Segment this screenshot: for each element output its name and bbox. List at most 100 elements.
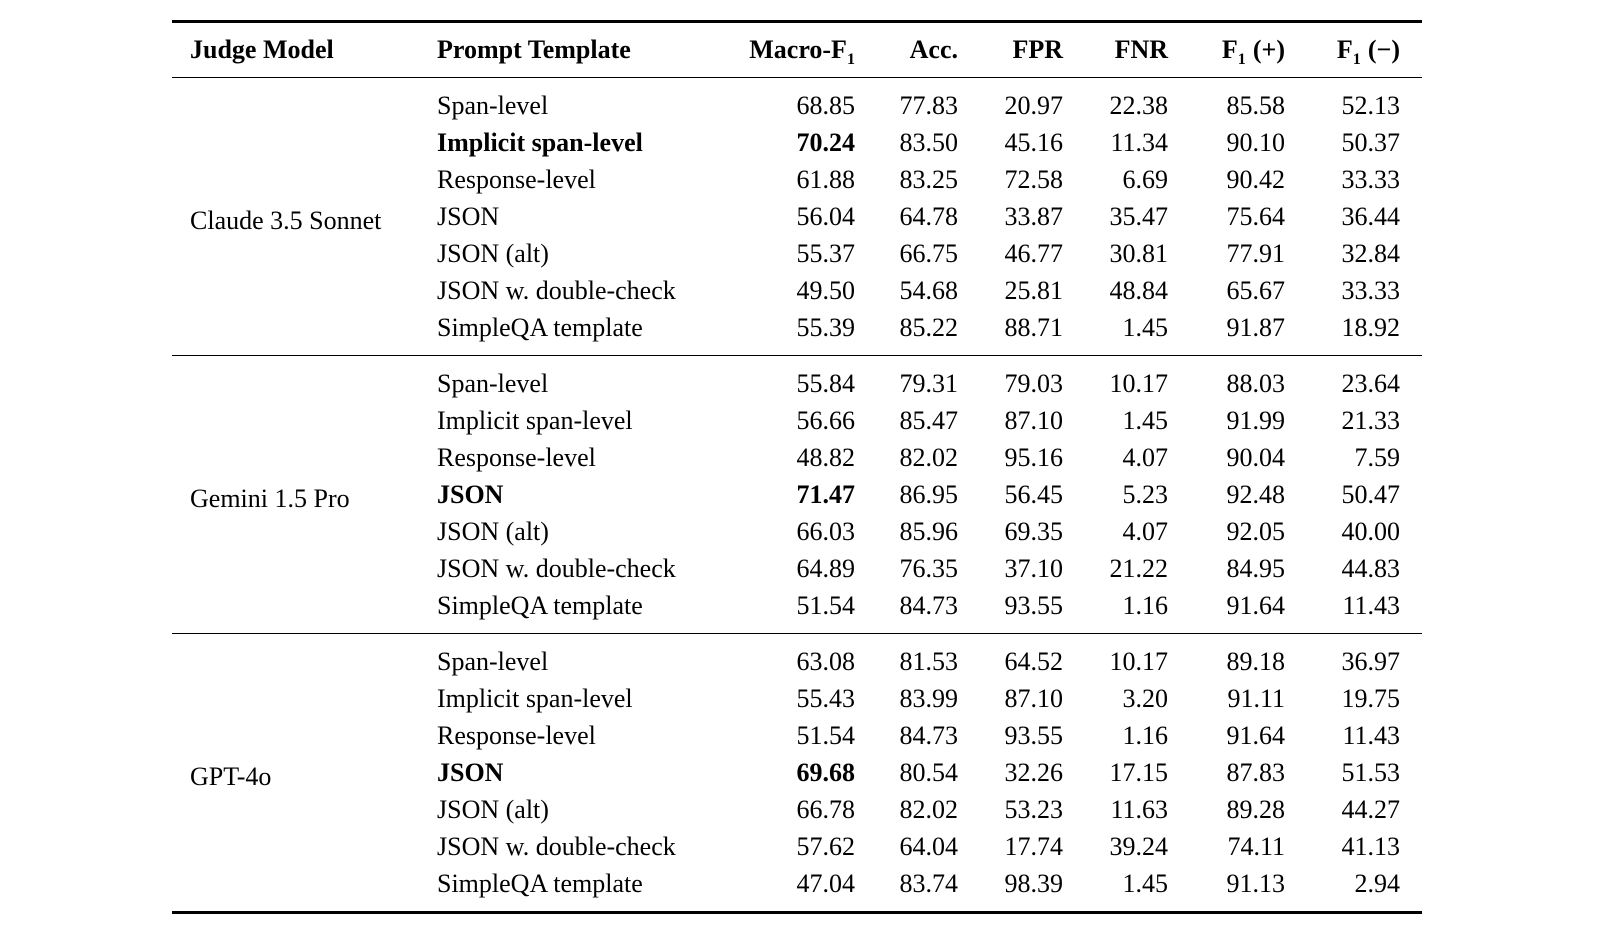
acc-cell: 79.31 [899, 368, 959, 398]
table-row: SimpleQA template 47.04 83.74 98.39 1.45… [172, 865, 1422, 913]
fnr-cell: 17.15 [1109, 757, 1169, 787]
f1-negative-cell: 52.13 [1341, 90, 1401, 120]
col-header-prompt-template: Prompt Template [437, 21, 735, 78]
results-table: Judge Model Prompt Template Macro-F1 Acc… [172, 20, 1422, 914]
group-gemini-1-5-pro: Gemini 1.5 Pro Span-level 55.84 79.31 79… [172, 355, 1422, 634]
f1-positive-cell: 91.11 [1227, 683, 1285, 713]
f1-positive-cell: 92.05 [1226, 516, 1286, 546]
fnr-cell: 1.16 [1122, 720, 1169, 750]
table-row: Response-level 51.54 84.73 93.55 1.16 91… [172, 717, 1422, 754]
macro-f1-cell: 49.50 [796, 275, 856, 305]
group-gpt-4o: GPT-4o Span-level 63.08 81.53 64.52 10.1… [172, 633, 1422, 913]
macro-f1-cell: 55.84 [796, 368, 856, 398]
prompt-template-cell: Span-level [437, 646, 549, 676]
table-row: SimpleQA template 51.54 84.73 93.55 1.16… [172, 587, 1422, 634]
f1-negative-cell: 11.43 [1342, 590, 1400, 620]
acc-cell: 83.74 [899, 868, 959, 898]
fpr-cell: 56.45 [1004, 479, 1064, 509]
table-row: JSON w. double-check 49.50 54.68 25.81 4… [172, 272, 1422, 309]
macro-f1-cell: 57.62 [796, 831, 856, 861]
prompt-template-cell: JSON [437, 757, 504, 787]
f1-negative-cell: 33.33 [1341, 275, 1401, 305]
acc-cell: 83.25 [899, 164, 959, 194]
table-row: JSON 56.04 64.78 33.87 35.47 75.64 36.44 [172, 198, 1422, 235]
acc-cell: 85.22 [899, 312, 959, 342]
prompt-template-cell: JSON (alt) [437, 516, 549, 546]
prompt-template-cell: JSON [437, 201, 500, 231]
fnr-cell: 11.34 [1110, 127, 1168, 157]
acc-cell: 85.47 [899, 405, 959, 435]
macro-f1-cell: 68.85 [796, 90, 856, 120]
fnr-cell: 21.22 [1109, 553, 1169, 583]
macro-f1-cell: 61.88 [796, 164, 856, 194]
f1-negative-cell: 44.83 [1341, 553, 1401, 583]
group-claude-3-5-sonnet: Claude 3.5 Sonnet Span-level 68.85 77.83… [172, 78, 1422, 356]
table-row: Claude 3.5 Sonnet Span-level 68.85 77.83… [172, 78, 1422, 236]
fpr-cell: 79.03 [1004, 368, 1064, 398]
prompt-template-cell: SimpleQA template [437, 868, 643, 898]
fpr-cell: 32.26 [1004, 757, 1064, 787]
fnr-cell: 4.07 [1122, 442, 1169, 472]
f1-negative-cell: 18.92 [1341, 312, 1401, 342]
fnr-cell: 10.17 [1109, 646, 1169, 676]
acc-cell: 84.73 [899, 590, 959, 620]
prompt-template-cell: Response-level [437, 720, 596, 750]
f1-subscript: 1 [1352, 51, 1361, 69]
prompt-template-cell: JSON [437, 479, 504, 509]
f1-negative-cell: 51.53 [1341, 757, 1401, 787]
table-row: JSON 71.47 86.95 56.45 5.23 92.48 50.47 [172, 476, 1422, 513]
f1-positive-cell: 92.48 [1226, 479, 1286, 509]
fpr-cell: 95.16 [1004, 442, 1064, 472]
f1-positive-cell: 77.91 [1226, 238, 1286, 268]
acc-cell: 82.02 [899, 442, 959, 472]
f1-label: F [1221, 35, 1238, 64]
fnr-cell: 11.63 [1110, 794, 1168, 824]
fnr-cell: 4.07 [1122, 516, 1169, 546]
f1-negative-sign: (−) [1367, 35, 1400, 64]
f1-negative-cell: 7.59 [1354, 442, 1401, 472]
fpr-cell: 87.10 [1004, 405, 1064, 435]
table-row: Implicit span-level 56.66 85.47 87.10 1.… [172, 402, 1422, 439]
f1-positive-cell: 65.67 [1226, 275, 1286, 305]
table-row: JSON w. double-check 64.89 76.35 37.10 2… [172, 550, 1422, 587]
f1-negative-cell: 44.27 [1341, 794, 1401, 824]
fpr-cell: 98.39 [1004, 868, 1064, 898]
macro-f1-cell: 56.04 [796, 201, 856, 231]
prompt-template-cell: Implicit span-level [437, 405, 633, 435]
f1-negative-cell: 41.13 [1341, 831, 1401, 861]
macro-f1-cell: 63.08 [796, 646, 856, 676]
f1-negative-cell: 19.75 [1341, 683, 1401, 713]
fpr-cell: 45.16 [1004, 127, 1064, 157]
fnr-cell: 35.47 [1109, 201, 1169, 231]
f1-positive-sign: (+) [1252, 35, 1285, 64]
prompt-template-cell: JSON w. double-check [437, 553, 676, 583]
f1-positive-cell: 85.58 [1226, 90, 1286, 120]
col-header-macro-f1: Macro-F1 [735, 21, 855, 78]
fnr-cell: 1.16 [1122, 590, 1169, 620]
col-header-acc: Acc. [855, 21, 958, 78]
table-row: JSON 69.68 80.54 32.26 17.15 87.83 51.53 [172, 754, 1422, 791]
macro-f1-cell: 64.89 [796, 553, 856, 583]
f1-positive-cell: 91.64 [1226, 720, 1286, 750]
acc-cell: 54.68 [899, 275, 959, 305]
table-row: Response-level 61.88 83.25 72.58 6.69 90… [172, 161, 1422, 198]
macro-f1-cell: 51.54 [796, 590, 856, 620]
acc-cell: 82.02 [899, 794, 959, 824]
fpr-cell: 53.23 [1004, 794, 1064, 824]
fnr-cell: 6.69 [1122, 164, 1169, 194]
fpr-cell: 17.74 [1004, 831, 1064, 861]
header-row: Judge Model Prompt Template Macro-F1 Acc… [172, 21, 1422, 78]
f1-negative-cell: 50.47 [1341, 479, 1401, 509]
fpr-cell: 20.97 [1004, 90, 1064, 120]
macro-f1-cell: 47.04 [796, 868, 856, 898]
macro-f1-subscript: 1 [846, 51, 855, 69]
fpr-cell: 88.71 [1004, 312, 1064, 342]
judge-model-cell: Gemini 1.5 Pro [190, 484, 350, 513]
f1-negative-cell: 33.33 [1341, 164, 1401, 194]
fpr-cell: 93.55 [1004, 720, 1064, 750]
table-row: SimpleQA template 55.39 85.22 88.71 1.45… [172, 309, 1422, 356]
judge-model-cell: Claude 3.5 Sonnet [190, 206, 382, 235]
fnr-cell: 1.45 [1122, 312, 1169, 342]
f1-positive-cell: 89.18 [1226, 646, 1286, 676]
